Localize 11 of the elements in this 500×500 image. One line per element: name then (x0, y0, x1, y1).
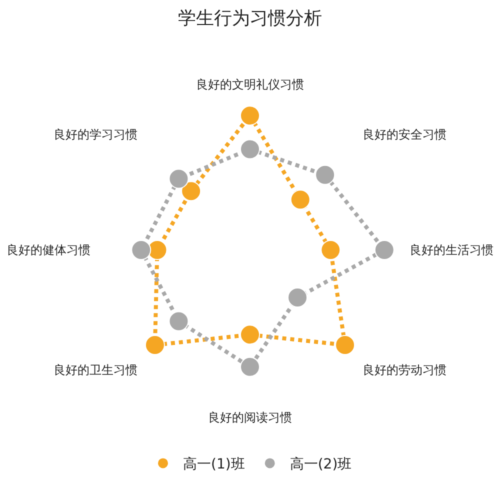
spoke-label: 良好的文明礼仪习惯 (196, 77, 304, 92)
spoke-label: 良好的安全习惯 (362, 128, 447, 142)
chart-title: 学生行为习惯分析 (178, 8, 322, 29)
legend-label: 高一(1)班 (183, 456, 245, 473)
spoke-label: 良好的阅读习惯 (208, 410, 292, 424)
spoke-label: 良好的学习习惯 (53, 128, 138, 142)
spoke-label: 良好的生活习惯 (409, 243, 494, 258)
spoke-label: 良好的劳动习惯 (362, 363, 447, 378)
legend-label: 高一(2)班 (290, 456, 352, 473)
spoke-label: 良好的卫生习惯 (53, 363, 138, 378)
spoke-label: 良好的健体习惯 (6, 243, 91, 258)
